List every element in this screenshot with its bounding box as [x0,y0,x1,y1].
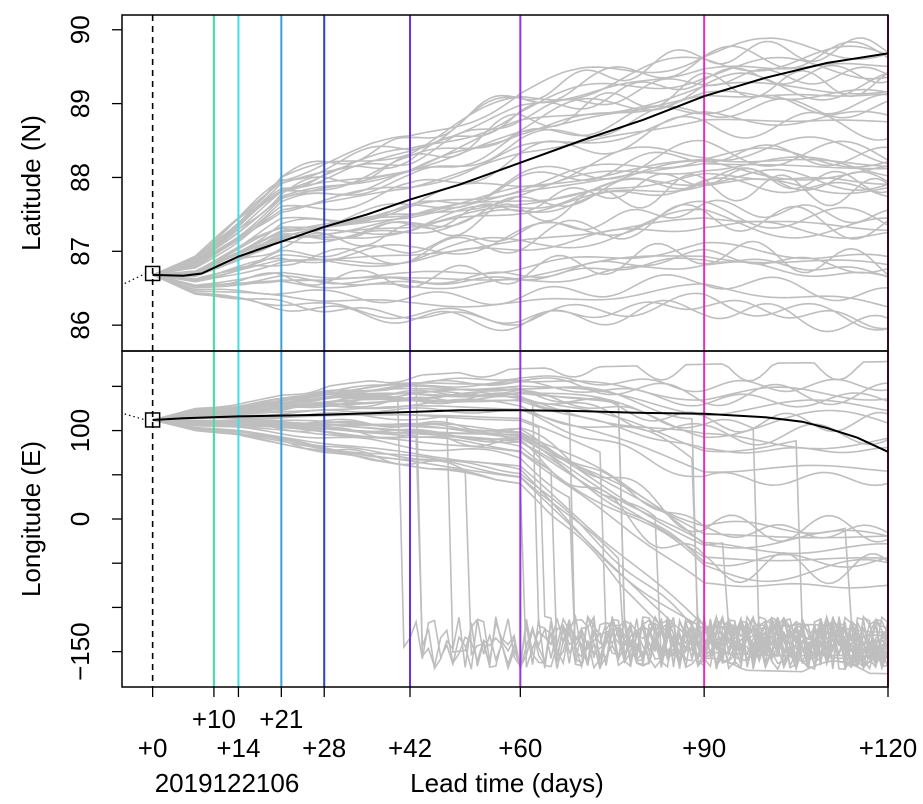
lat-ytick-label: 90 [65,15,95,44]
lat-ytick-label: 88 [65,163,95,192]
xtick-label-0: +0 [138,733,168,763]
latitude-mean-track [152,52,888,277]
lat-ytick-label: 89 [65,89,95,118]
lat-initial-point [144,265,161,282]
xtick-label-14: +14 [216,733,260,763]
xtick-label-60: +60 [498,733,542,763]
xtick-label-10: +10 [192,704,236,734]
xtick-label-28: +28 [302,733,346,763]
lat-ytick-label: 86 [65,311,95,340]
lon-ytick-label: −150 [65,622,95,681]
xtick-label-90: +90 [682,733,726,763]
xtick-label-42: +42 [388,733,432,763]
lon-ytick-label: 0 [65,512,95,526]
latitude-axis-title: Latitude (N) [16,115,46,251]
xtick-label-120: +120 [859,733,918,763]
lon-mean-line [152,409,888,453]
x-axis-title: Lead time (days) [410,768,604,798]
x-axis: +0 +10+14+21+28 +42 +60 +90 +120 [138,687,917,763]
lat-ytick-label: 87 [65,237,95,266]
lon-ytick-label: 100 [65,409,95,452]
lat-lead-in [124,272,146,285]
longitude-mean-track [152,409,888,453]
y-axes: 86 87 88 89 90 −150 0 100 [65,15,122,681]
lon-lead-in [124,413,146,421]
initial-points [124,265,161,428]
longitude-axis-title: Longitude (E) [16,441,46,597]
latitude-panel-frame [121,14,889,352]
initial-date-label: 2019122106 [155,768,300,798]
lon-initial-point [144,412,161,428]
lat-mean-line [152,52,888,277]
xtick-label-21: +21 [259,704,303,734]
